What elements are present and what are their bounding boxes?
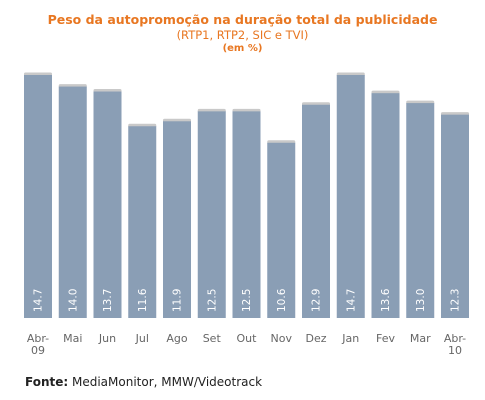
bar-value-label: 13.0 xyxy=(415,289,427,312)
bar xyxy=(406,103,435,318)
bar xyxy=(163,121,191,319)
bar-group: 14.7 Jan xyxy=(336,72,365,345)
bar-value-label: 11.9 xyxy=(172,289,184,312)
category-label: Set xyxy=(203,332,222,345)
bar-value-label: 11.6 xyxy=(137,288,149,312)
category-label: Mai xyxy=(63,332,82,345)
bar-group: 12.9 Dez xyxy=(302,102,330,345)
category-label: Jun xyxy=(98,332,116,345)
bar-group: 10.6 Nov xyxy=(267,140,296,345)
bar-group: 12.3 Abr-10 xyxy=(441,112,469,357)
source-text: MediaMonitor, MMW/Videotrack xyxy=(68,375,263,389)
source-label: Fonte: xyxy=(25,375,69,389)
bar-value-label: 13.7 xyxy=(102,289,114,312)
chart-unit: (em %) xyxy=(222,43,263,54)
bar-group: 11.6 Jul xyxy=(128,123,157,345)
bar xyxy=(24,75,52,318)
category-label: Out xyxy=(237,332,258,345)
bar xyxy=(302,104,330,319)
bar-value-label: 13.6 xyxy=(380,288,392,312)
bar-group: 12.5 Set xyxy=(197,108,226,345)
category-label: Jan xyxy=(341,332,359,345)
chart-header: Peso da autopromoção na duração total da… xyxy=(0,12,485,55)
bar-chart: 14.7 Abr-09 14.0 Mai 13.7 Jun 11.6 Jul 11.9 Ago 12… xyxy=(24,72,469,357)
bar xyxy=(197,111,226,319)
category-label: Dez xyxy=(305,332,326,345)
bar xyxy=(58,86,87,318)
bar-group: 12.5 Out xyxy=(232,108,261,345)
bar xyxy=(441,114,469,319)
bar-value-label: 14.7 xyxy=(345,289,357,312)
bar-group: 13.0 Mar xyxy=(406,100,435,345)
chart-subtitle: (RTP1, RTP2, SIC e TVI) xyxy=(176,28,309,42)
bar xyxy=(267,142,296,318)
category-label: Jul xyxy=(135,332,149,345)
bar-group: 13.6 Fev xyxy=(371,90,400,345)
bar xyxy=(232,111,261,319)
bar-group: 11.9 Ago xyxy=(163,118,191,345)
bar-group: 14.0 Mai xyxy=(58,84,87,345)
bar-value-label: 12.3 xyxy=(450,289,462,312)
bar-value-label: 12.5 xyxy=(241,289,253,312)
category-label: Fev xyxy=(376,332,395,345)
category-label: Nov xyxy=(271,332,293,345)
category-label: Abr-09 xyxy=(27,332,49,357)
bar-value-label: 14.7 xyxy=(33,289,45,312)
bar-value-label: 14.0 xyxy=(67,289,79,312)
bar xyxy=(371,93,400,318)
chart-title: Peso da autopromoção na duração total da… xyxy=(47,12,438,27)
bar-value-label: 12.5 xyxy=(206,289,218,312)
bar xyxy=(336,75,365,318)
bar xyxy=(128,126,157,318)
bar-value-label: 12.9 xyxy=(311,289,323,312)
category-label: Mar xyxy=(410,332,431,345)
bar-value-label: 10.6 xyxy=(276,288,288,312)
bar-group: 13.7 Jun xyxy=(93,89,122,345)
source-note: Fonte: MediaMonitor, MMW/Videotrack xyxy=(25,375,262,389)
category-label: Ago xyxy=(166,332,188,345)
category-label: Abr-10 xyxy=(444,332,466,357)
bar xyxy=(93,91,122,318)
bar-group: 14.7 Abr-09 xyxy=(24,72,52,357)
